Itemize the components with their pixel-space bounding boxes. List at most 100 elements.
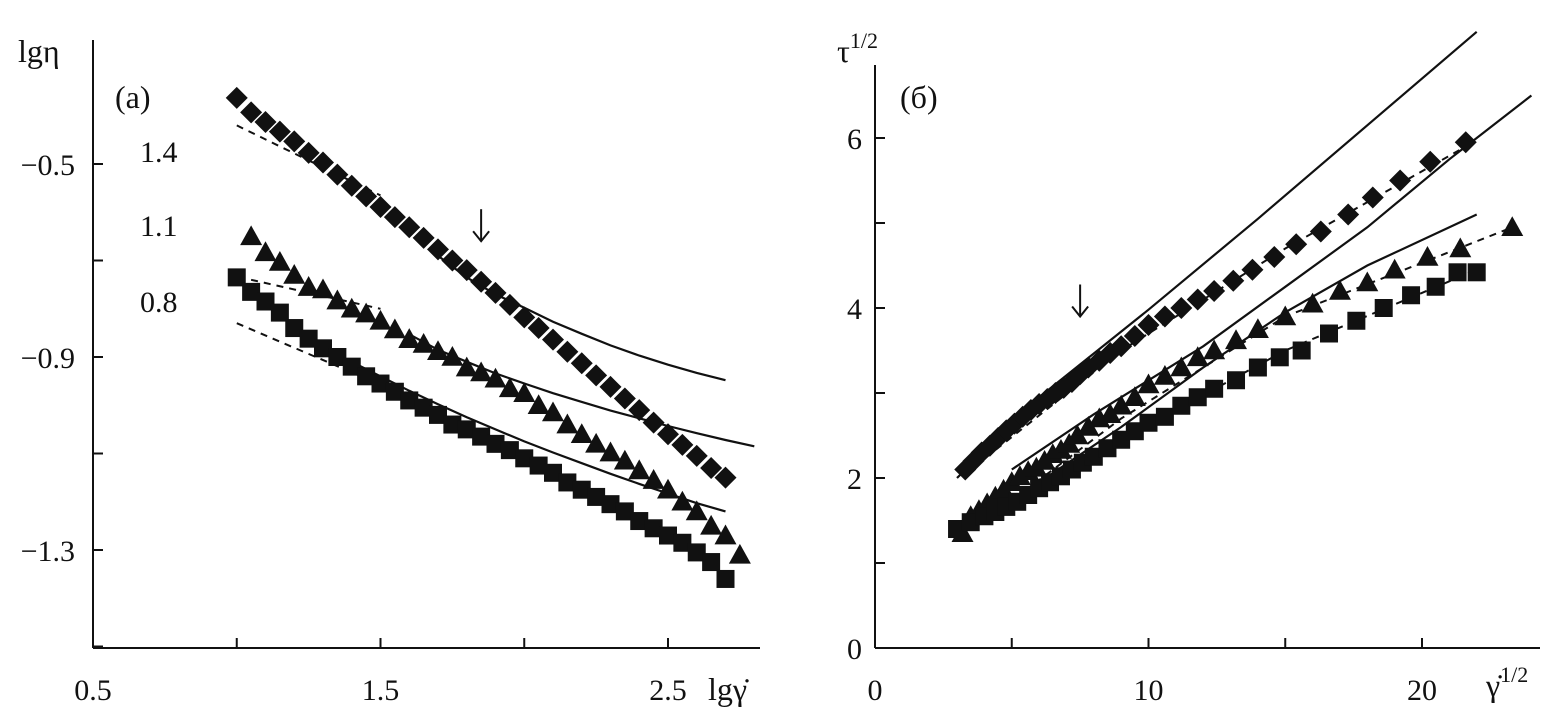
square-point <box>1139 413 1158 432</box>
square-point <box>342 357 361 376</box>
series-square <box>227 268 735 588</box>
square-point <box>716 569 735 588</box>
triangle-point <box>383 318 406 339</box>
diamond-point <box>412 226 435 249</box>
diamond-point <box>1153 305 1176 328</box>
y-tick-label: −0.9 <box>21 342 75 375</box>
square-point <box>371 374 390 393</box>
triangle-point <box>1356 271 1379 292</box>
diamond-point <box>1337 203 1360 226</box>
square-point <box>687 543 706 562</box>
square-point <box>1227 371 1246 390</box>
diamond-point <box>1137 314 1160 336</box>
diamond-point <box>657 423 679 446</box>
triangle-point <box>441 346 464 366</box>
square-point <box>314 339 332 358</box>
diamond-point <box>542 328 564 351</box>
series-diamond <box>225 86 737 489</box>
diamond-point <box>326 163 349 186</box>
diamond-point <box>455 259 478 282</box>
arrow-annotation <box>472 209 490 243</box>
diamond-point <box>1222 269 1245 292</box>
x-tick-label: 10 <box>1134 674 1164 707</box>
x-tick-label: 20 <box>1407 674 1437 707</box>
triangle-point <box>283 263 306 284</box>
panel-label: (б) <box>900 79 938 115</box>
diamond-point <box>714 466 737 489</box>
diamond-point <box>383 206 406 229</box>
curve-label-1-4: 1.4 <box>140 136 178 169</box>
square-point <box>500 441 519 460</box>
y-tick-label: 0 <box>847 633 862 666</box>
triangle-point <box>1077 416 1100 436</box>
square-point <box>1098 439 1117 458</box>
triangle-point <box>556 413 579 434</box>
x-tick-label: 1.5 <box>362 674 400 707</box>
diamond-point <box>297 141 320 164</box>
diamond-point <box>441 249 464 272</box>
axes: 0 10 20 0 2 4 6 τ1/2 γ̇1/2 <box>837 28 1540 707</box>
triangle-point <box>1099 403 1122 424</box>
diamond-point <box>1170 297 1193 319</box>
square-point <box>1448 263 1467 282</box>
diamond-point <box>268 120 291 143</box>
diamond-point <box>1389 169 1412 192</box>
triangle-point <box>340 297 363 318</box>
panel-a: 0.5 1.5 2.5 −0.5 −0.9 −1.3 lgη lgγ̇ (a) 1.4 1.1 0.8 <box>18 33 760 707</box>
triangle-point <box>398 328 421 348</box>
diamond-point <box>1186 288 1209 311</box>
triangle-point <box>1383 258 1406 279</box>
diamond-point <box>1361 186 1384 209</box>
triangle-point <box>484 367 507 388</box>
x-axis-label: lgγ̇ <box>708 671 749 707</box>
diamond-point <box>1203 280 1226 302</box>
square-point <box>227 268 246 287</box>
square-point <box>256 292 275 311</box>
square-point <box>1347 311 1366 330</box>
square-point <box>385 382 404 401</box>
solid-line-2 <box>1011 94 1533 471</box>
square-point <box>702 553 721 572</box>
square-point <box>414 398 433 417</box>
diamond-point <box>685 444 708 467</box>
diamond-point <box>312 151 334 174</box>
diamond-point <box>585 364 608 387</box>
triangle-point <box>513 382 536 402</box>
square-point <box>1467 263 1486 282</box>
triangle-point <box>240 225 263 246</box>
diamond-point <box>599 375 622 398</box>
triangle-point <box>642 469 665 489</box>
triangle-point <box>570 423 593 443</box>
square-point <box>558 473 577 492</box>
diamond-point <box>1454 131 1477 154</box>
triangle-point <box>369 309 392 330</box>
triangle-point <box>1123 386 1146 407</box>
triangle-point <box>671 490 694 511</box>
square-point <box>357 367 376 386</box>
triangle-point <box>527 394 550 415</box>
triangle-point <box>1301 292 1324 313</box>
diamond-point <box>671 433 694 456</box>
square-point <box>242 282 261 301</box>
diamond-point <box>240 101 263 124</box>
triangle-point <box>728 543 751 564</box>
diamond-point <box>700 456 723 479</box>
square-point <box>400 391 419 410</box>
panel-b: 0 10 20 0 2 4 6 τ1/2 γ̇1/2 (б) <box>837 28 1540 707</box>
square-point <box>630 512 649 531</box>
triangle-point <box>1066 424 1089 445</box>
triangle-point <box>412 332 435 353</box>
square-point <box>1155 407 1174 426</box>
triangle-point <box>498 377 521 398</box>
curve-label-0-8: 0.8 <box>140 286 178 319</box>
diamond-point <box>498 293 521 316</box>
square-point <box>659 526 677 545</box>
diamond-point <box>628 399 651 422</box>
square-point <box>615 502 634 521</box>
triangle-point <box>542 401 564 422</box>
x-tick-label: 0.5 <box>74 674 112 707</box>
diamond-point <box>613 387 636 410</box>
triangle-point <box>427 340 449 361</box>
square-point <box>1374 299 1393 317</box>
